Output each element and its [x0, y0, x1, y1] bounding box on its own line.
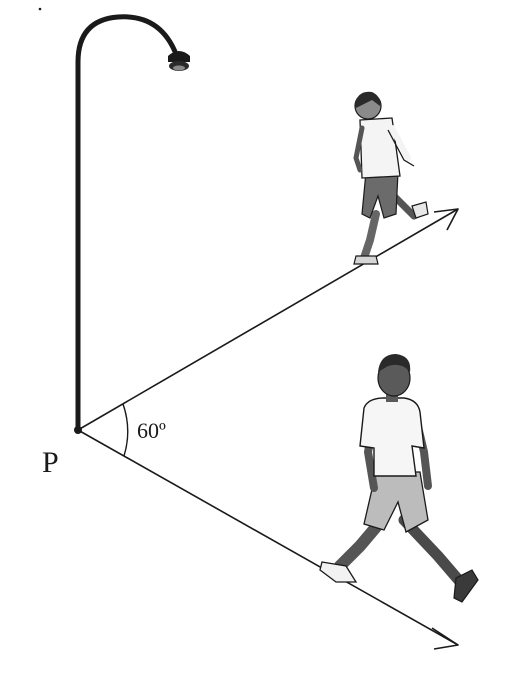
angle-arc [122, 403, 129, 457]
angle-label: 60º [137, 418, 166, 443]
point-p-label: P [42, 446, 59, 479]
walking-person-icon [319, 354, 479, 603]
point-p-marker [74, 426, 82, 434]
street-lamp-icon [75, 14, 190, 433]
lower-path-ray [77, 429, 459, 650]
walking-person-icon [353, 91, 429, 265]
upper-path-ray [77, 208, 459, 431]
stray-dot [38, 7, 42, 11]
